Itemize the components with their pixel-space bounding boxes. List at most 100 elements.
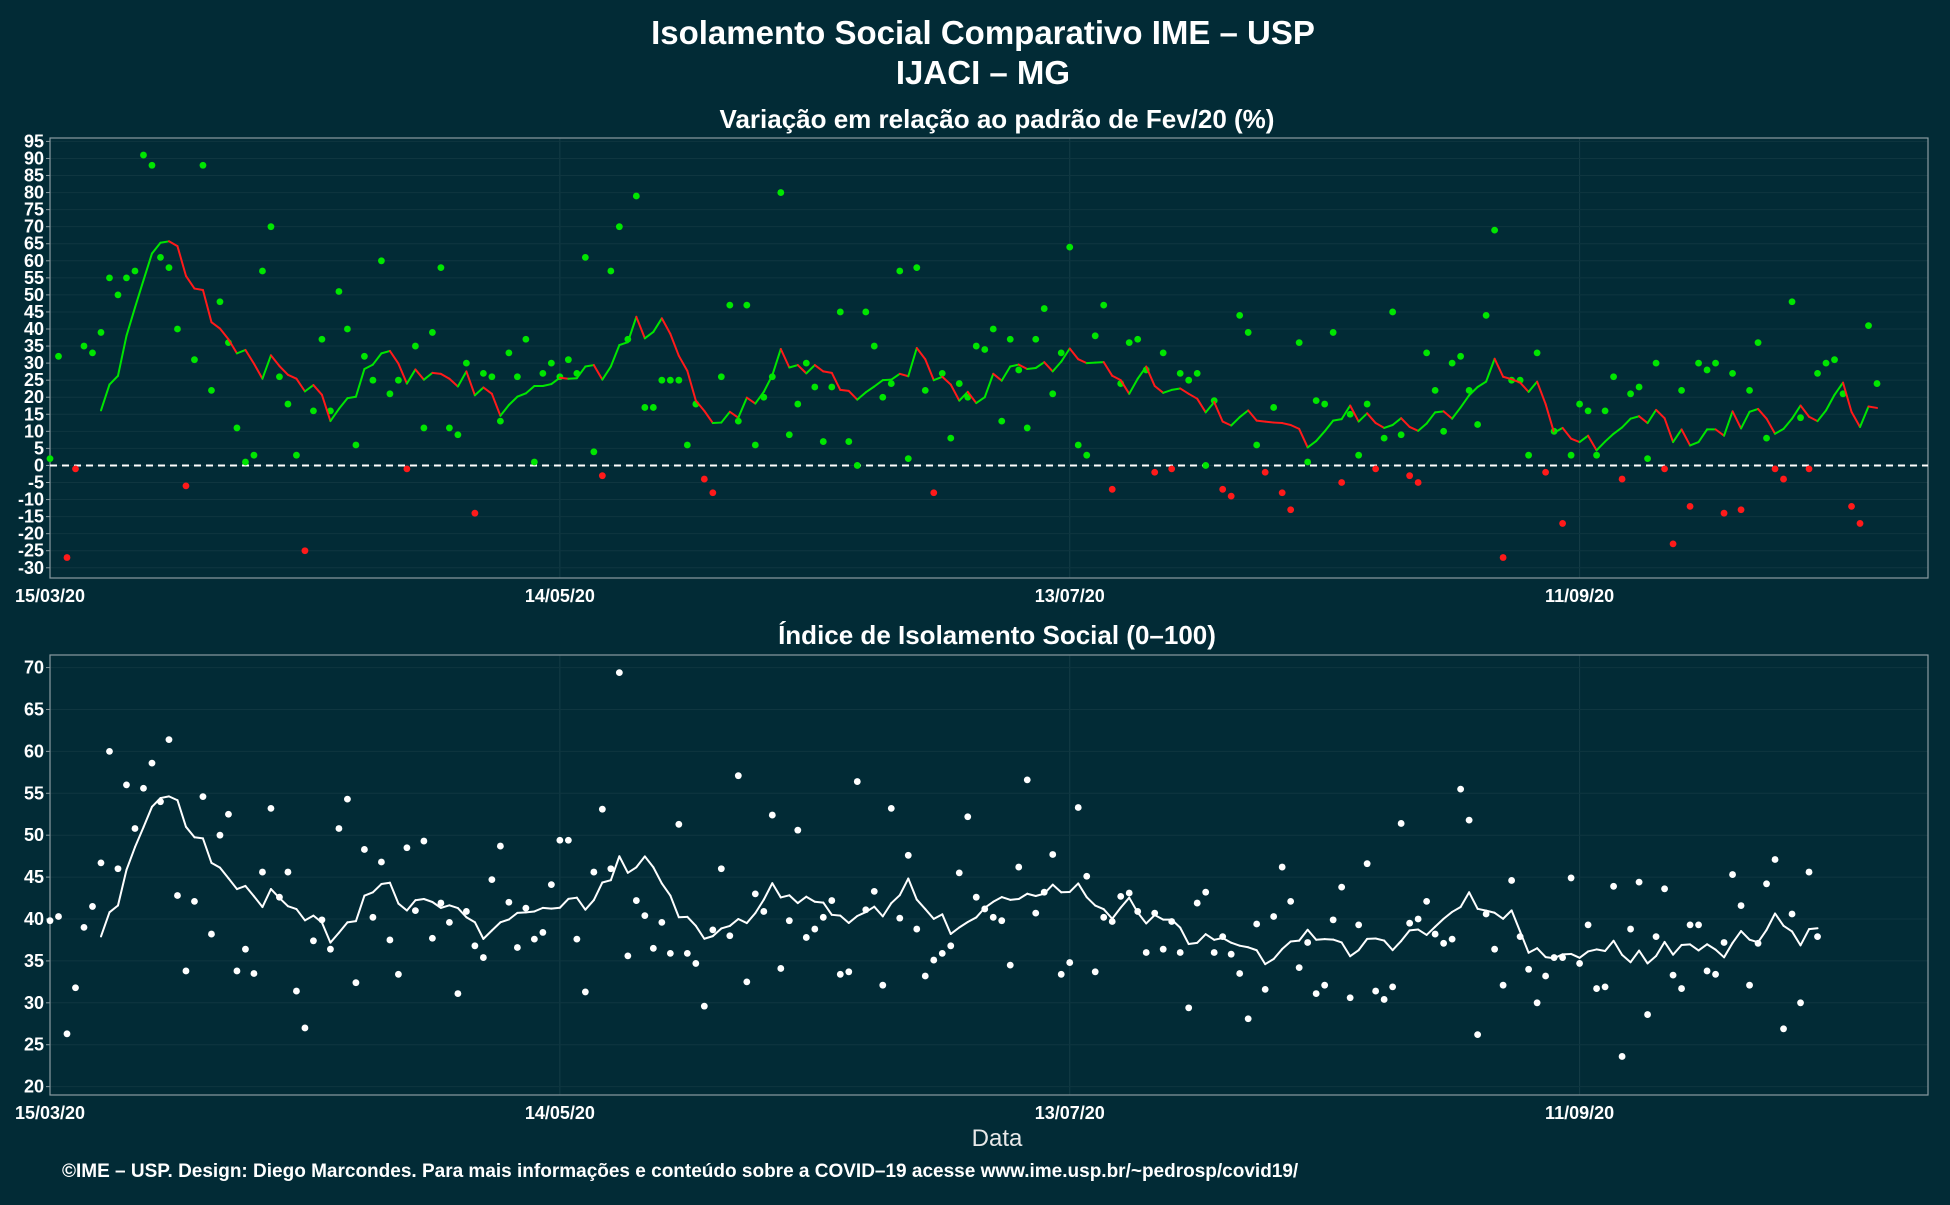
moving-average-segment (543, 384, 551, 386)
moving-average-segment (721, 926, 729, 929)
index-point (1279, 864, 1286, 871)
moving-average-segment (1792, 931, 1800, 945)
index-point (480, 954, 487, 961)
index-point (166, 736, 173, 743)
variation-point (1755, 339, 1762, 346)
moving-average-segment (1520, 931, 1528, 952)
index-point (1636, 879, 1643, 886)
index-point (327, 946, 334, 953)
index-point (1270, 913, 1277, 920)
moving-average-segment (1580, 951, 1588, 957)
variation-point (794, 401, 801, 408)
variation-point (1075, 442, 1082, 449)
variation-point (1355, 452, 1362, 459)
index-point (1372, 988, 1379, 995)
variation-point (675, 377, 682, 384)
variation-point (1228, 493, 1235, 500)
index-point (956, 870, 963, 877)
y-tick-label: 40 (24, 909, 44, 929)
index-point (1347, 994, 1354, 1001)
index-point (429, 935, 436, 942)
variation-point (752, 442, 759, 449)
variation-point (956, 380, 963, 387)
index-point (1194, 900, 1201, 907)
moving-average-segment (1452, 407, 1460, 418)
index-point (1100, 914, 1107, 921)
moving-average-segment (806, 897, 814, 902)
moving-average-segment (101, 912, 109, 936)
variation-point (1398, 431, 1405, 438)
moving-average-segment (1614, 427, 1622, 433)
index-point (565, 837, 572, 844)
moving-average-segment (1571, 439, 1579, 442)
moving-average-segment (177, 800, 185, 827)
variation-point (1602, 407, 1609, 414)
moving-average-segment (1010, 365, 1018, 367)
moving-average-segment (1231, 943, 1239, 946)
index-point (1789, 911, 1796, 918)
x-tick-label: 15/03/20 (15, 586, 85, 606)
moving-average-segment (568, 898, 576, 899)
variation-point (1236, 312, 1243, 319)
moving-average-segment (432, 373, 440, 374)
plot-frame (50, 138, 1928, 578)
x-tick-label: 11/09/20 (1545, 586, 1614, 606)
moving-average-segment (670, 334, 678, 356)
y-tick-label: 90 (24, 148, 44, 168)
moving-average-segment (1410, 930, 1418, 931)
moving-average-segment (288, 375, 296, 379)
moving-average-segment (1316, 431, 1324, 441)
index-point (1058, 971, 1065, 978)
variation-point (132, 268, 139, 275)
moving-average-segment (245, 350, 253, 364)
moving-average-segment (1639, 951, 1647, 964)
footer-caption: ©IME – USP. Design: Diego Marcondes. Par… (62, 1161, 1299, 1182)
moving-average-segment (551, 908, 559, 909)
index-point (1287, 898, 1294, 905)
moving-average-segment (143, 807, 151, 827)
index-point (1661, 885, 1668, 892)
moving-average-segment (143, 253, 151, 280)
variation-point (1568, 452, 1575, 459)
index-point (1721, 939, 1728, 946)
index-point (1185, 1004, 1192, 1011)
variation-point (837, 309, 844, 316)
moving-average-segment (1206, 934, 1214, 940)
moving-average-segment (968, 917, 976, 922)
moving-average-segment (1639, 416, 1647, 423)
variation-point (1160, 349, 1167, 356)
moving-average-segment (798, 897, 806, 903)
moving-average-segment (1359, 939, 1367, 950)
moving-average-segment (1410, 427, 1418, 431)
variation-point (1330, 329, 1337, 336)
index-point (735, 772, 742, 779)
variation-point (251, 452, 258, 459)
x-tick-label: 13/07/20 (1035, 1103, 1105, 1123)
moving-average-segment (1435, 411, 1443, 412)
index-point (794, 827, 801, 834)
variation-point (1253, 442, 1260, 449)
index-point (1406, 920, 1413, 927)
moving-average-segment (483, 930, 491, 938)
moving-average-segment (619, 856, 627, 873)
moving-average-segment (645, 332, 653, 338)
index-point (404, 844, 411, 851)
index-point (1602, 983, 1609, 990)
index-point (1712, 971, 1719, 978)
index-point (650, 945, 657, 952)
moving-average-segment (1716, 429, 1724, 435)
variation-point (726, 302, 733, 309)
moving-average-segment (959, 922, 967, 928)
moving-average-segment (1333, 940, 1341, 943)
index-point (939, 950, 946, 957)
index-point (1457, 786, 1464, 793)
index-point (1440, 940, 1447, 947)
moving-average-segment (254, 364, 262, 379)
moving-average-segment (840, 390, 848, 391)
moving-average-segment (1308, 441, 1316, 447)
y-tick-label: 40 (24, 319, 44, 339)
variation-point (1058, 349, 1065, 356)
index-point (72, 984, 79, 991)
moving-average-segment (917, 348, 925, 359)
moving-average-segment (1376, 423, 1384, 428)
